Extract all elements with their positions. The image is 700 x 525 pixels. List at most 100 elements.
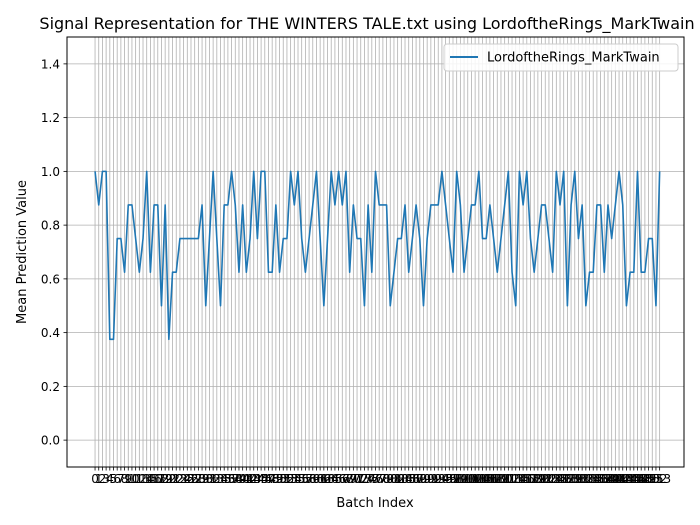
x-tick-label: 41 xyxy=(239,472,254,486)
x-tick-label: 99 xyxy=(453,472,468,486)
x-tick-label: 20 xyxy=(161,472,176,486)
x-tick-label: 9 xyxy=(124,472,132,486)
x-tick-label: 149 xyxy=(633,472,656,486)
x-tick-label: 22 xyxy=(169,472,184,486)
x-tick-label: 77 xyxy=(372,472,387,486)
x-axis-label: Batch Index xyxy=(336,496,414,511)
x-tick-label: 121 xyxy=(530,472,553,486)
x-tick-label: 5 xyxy=(110,472,118,486)
x-tick-label: 126 xyxy=(549,472,572,486)
x-tick-label: 39 xyxy=(231,472,246,486)
x-tick-label: 133 xyxy=(574,472,597,486)
y-tick-label: 1.2 xyxy=(41,111,60,125)
x-tick-label: 94 xyxy=(434,472,449,486)
x-tick-label: 59 xyxy=(305,472,320,486)
x-tick-label: 0 xyxy=(91,472,99,486)
legend: LordoftheRings_MarkTwain xyxy=(443,43,679,72)
x-axis-ticks: 0123456789101112131415161718192021222324… xyxy=(91,467,671,486)
x-tick-label: 58 xyxy=(301,472,316,486)
x-tick-label: 136 xyxy=(585,472,608,486)
x-tick-label: 90 xyxy=(420,472,435,486)
x-tick-label: 140 xyxy=(600,472,623,486)
x-tick-label: 75 xyxy=(364,472,379,486)
x-tick-label: 150 xyxy=(637,472,660,486)
x-tick-label: 110 xyxy=(490,472,513,486)
x-tick-label: 85 xyxy=(401,472,416,486)
x-tick-label: 45 xyxy=(253,472,268,486)
x-tick-label: 86 xyxy=(405,472,420,486)
x-tick-label: 88 xyxy=(412,472,427,486)
x-tick-label: 83 xyxy=(394,472,409,486)
x-tick-label: 30 xyxy=(198,472,213,486)
x-tick-label: 17 xyxy=(150,472,165,486)
x-tick-label: 132 xyxy=(571,472,594,486)
x-tick-label: 82 xyxy=(390,472,405,486)
x-tick-label: 135 xyxy=(582,472,605,486)
x-tick-label: 152 xyxy=(645,472,668,486)
x-tick-label: 114 xyxy=(504,472,527,486)
x-tick-label: 120 xyxy=(526,472,549,486)
x-tick-label: 122 xyxy=(534,472,557,486)
y-axis-ticks: 0.0 0.2 0.4 0.6 0.8 1.0 1.2 1.4 xyxy=(41,57,67,448)
x-tick-label: 36 xyxy=(220,472,235,486)
x-tick-label: 70 xyxy=(346,472,361,486)
x-tick-label: 92 xyxy=(427,472,442,486)
y-axis-label: Mean Prediction Value xyxy=(15,180,30,324)
x-tick-label: 96 xyxy=(442,472,457,486)
x-tick-label: 103 xyxy=(464,472,487,486)
legend-label: LordoftheRings_MarkTwain xyxy=(487,51,660,66)
x-tick-label: 109 xyxy=(486,472,509,486)
x-tick-label: 97 xyxy=(445,472,460,486)
series-layer xyxy=(94,170,661,341)
x-tick-label: 113 xyxy=(501,472,524,486)
x-tick-label: 32 xyxy=(205,472,220,486)
x-tick-label: 116 xyxy=(512,472,535,486)
y-tick-label: 0.6 xyxy=(41,272,60,286)
x-tick-label: 68 xyxy=(338,472,353,486)
x-tick-label: 147 xyxy=(626,472,649,486)
x-tick-label: 2 xyxy=(99,472,107,486)
x-tick-label: 73 xyxy=(357,472,372,486)
x-tick-label: 23 xyxy=(172,472,187,486)
x-tick-label: 93 xyxy=(431,472,446,486)
x-tick-label: 141 xyxy=(604,472,627,486)
x-tick-label: 104 xyxy=(467,472,490,486)
x-tick-label: 131 xyxy=(567,472,590,486)
series-line xyxy=(94,170,661,341)
x-tick-label: 128 xyxy=(556,472,579,486)
x-tick-label: 13 xyxy=(135,472,150,486)
x-tick-label: 54 xyxy=(287,472,302,486)
x-tick-label: 146 xyxy=(622,472,645,486)
x-tick-label: 38 xyxy=(228,472,243,486)
x-tick-label: 29 xyxy=(194,472,209,486)
x-tick-label: 62 xyxy=(316,472,331,486)
x-tick-label: 144 xyxy=(615,472,638,486)
x-tick-label: 79 xyxy=(379,472,394,486)
x-tick-label: 112 xyxy=(497,472,520,486)
y-tick-label: 1.0 xyxy=(41,165,60,179)
legend-box xyxy=(443,43,679,72)
x-tick-label: 34 xyxy=(213,472,228,486)
x-tick-label: 148 xyxy=(630,472,653,486)
x-tick-label: 15 xyxy=(143,472,158,486)
x-tick-label: 139 xyxy=(597,472,620,486)
x-tick-label: 119 xyxy=(523,472,546,486)
x-tick-label: 107 xyxy=(478,472,501,486)
x-tick-label: 69 xyxy=(342,472,357,486)
y-tick-label: 1.4 xyxy=(41,57,60,71)
x-tick-label: 91 xyxy=(423,472,438,486)
x-tick-label: 101 xyxy=(456,472,479,486)
x-tick-label: 16 xyxy=(146,472,161,486)
x-tick-label: 3 xyxy=(102,472,110,486)
x-tick-label: 108 xyxy=(482,472,505,486)
x-tick-label: 106 xyxy=(475,472,498,486)
x-tick-label: 137 xyxy=(589,472,612,486)
x-tick-label: 66 xyxy=(331,472,346,486)
x-tick-label: 35 xyxy=(217,472,232,486)
x-tick-label: 14 xyxy=(139,472,154,486)
x-tick-label: 55 xyxy=(290,472,305,486)
x-tick-label: 61 xyxy=(313,472,328,486)
x-tick-label: 117 xyxy=(515,472,538,486)
x-tick-label: 89 xyxy=(416,472,431,486)
